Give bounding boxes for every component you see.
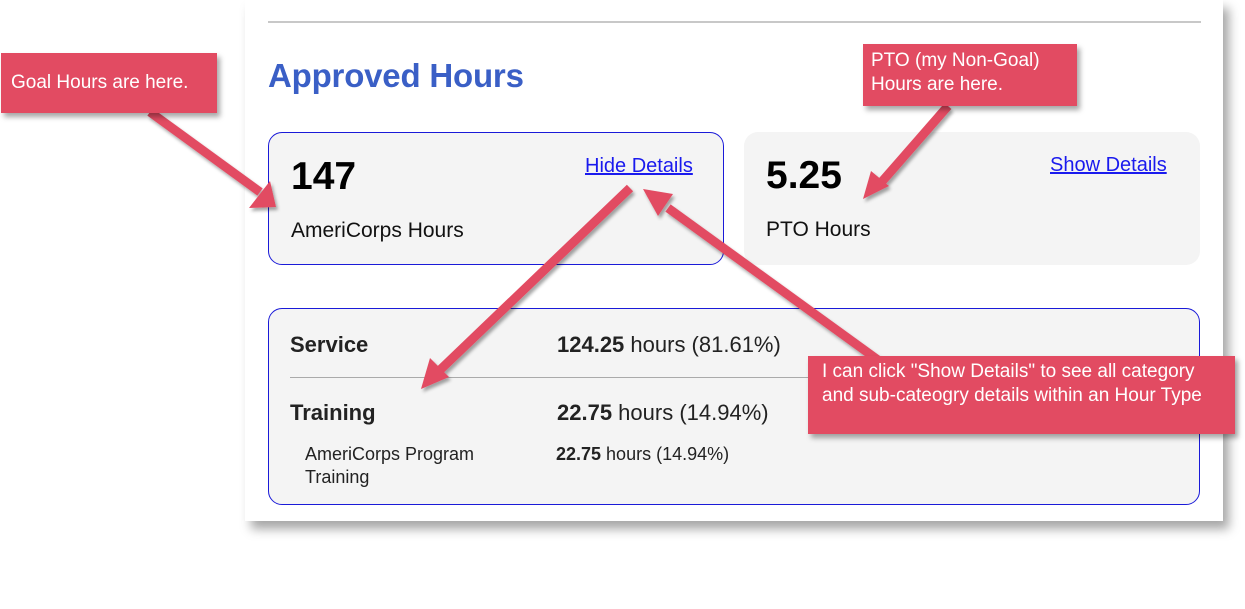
- category-hours-service: 124.25: [557, 332, 625, 357]
- subcategory-name: AmeriCorps Program Training: [305, 444, 475, 487]
- show-details-callout-text: I can click "Show Details" to see all ca…: [822, 361, 1202, 406]
- americorps-hours-card[interactable]: 147 AmeriCorps Hours Hide Details: [268, 132, 724, 265]
- category-divider: [290, 377, 1180, 378]
- pto-arrow-icon: [863, 103, 952, 199]
- subcategory-percent: hours (14.94%): [601, 444, 730, 464]
- subcategory-value: 22.75 hours (14.94%): [556, 444, 729, 465]
- page-title: Approved Hours: [268, 57, 524, 94]
- pto-hours-callout-text: PTO (my Non-Goal) Hours are here.: [871, 50, 1040, 95]
- pto-hours-callout: PTO (my Non-Goal) Hours are here.: [863, 44, 1077, 106]
- americorps-hours-label: AmeriCorps Hours: [291, 219, 464, 242]
- category-percent-service: hours (81.61%): [624, 332, 781, 357]
- goal-arrow-icon: [147, 108, 276, 208]
- show-details-link[interactable]: Show Details: [1050, 154, 1167, 176]
- category-value-service: 124.25 hours (81.61%): [557, 332, 781, 358]
- category-name-training: Training: [290, 400, 376, 425]
- americorps-hours-value: 147: [291, 155, 357, 198]
- subcategory-hours: 22.75: [556, 444, 602, 464]
- category-value-training: 22.75 hours (14.94%): [557, 400, 769, 426]
- details-down-arrow-icon: [421, 184, 634, 389]
- goal-hours-callout: Goal Hours are here.: [1, 53, 217, 113]
- hide-details-link[interactable]: Hide Details: [585, 155, 693, 177]
- pto-hours-card[interactable]: 5.25 PTO Hours Show Details: [744, 132, 1200, 265]
- show-details-callout: I can click "Show Details" to see all ca…: [808, 356, 1235, 434]
- details-up-arrow-icon: [643, 189, 881, 364]
- pto-hours-value: 5.25: [766, 154, 842, 197]
- pto-hours-label: PTO Hours: [766, 218, 871, 241]
- goal-hours-callout-text: Goal Hours are here.: [11, 72, 189, 93]
- top-divider: [268, 21, 1201, 23]
- category-name-service: Service: [290, 332, 369, 357]
- category-hours-training: 22.75: [557, 400, 613, 425]
- category-percent-training: hours (14.94%): [612, 400, 769, 425]
